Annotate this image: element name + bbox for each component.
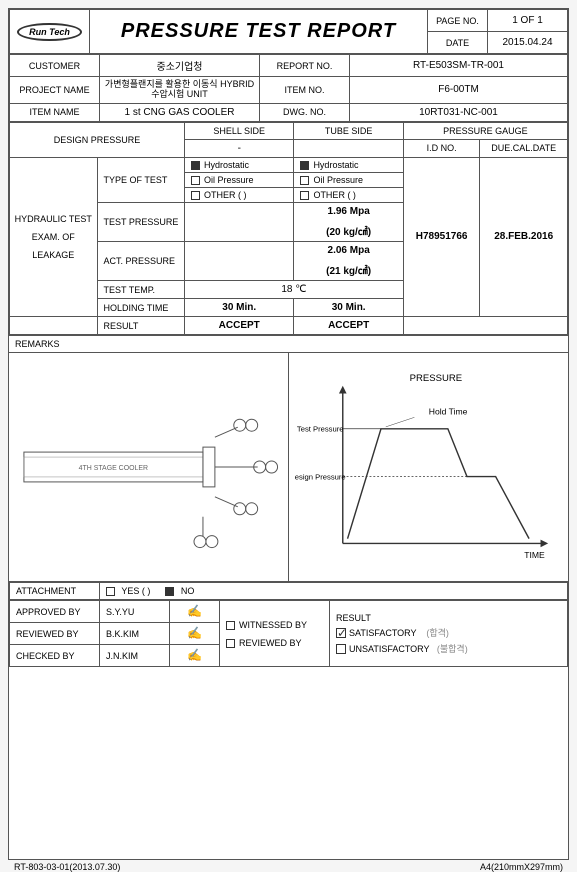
test-pressure-tube1: 1.96 Mpa: [294, 203, 403, 221]
test-pressure-label: TEST PRESSURE: [97, 203, 185, 242]
design-pressure-label: DESIGN PRESSURE: [10, 122, 185, 157]
approved-name: S.Y.YU: [100, 601, 170, 623]
footer-left: RT-803-03-01(2013.07.30): [14, 862, 120, 872]
dwg-no-label: DWG. NO.: [260, 103, 350, 121]
result-shell: ACCEPT: [185, 317, 294, 335]
remarks-title: REMARKS: [9, 335, 568, 352]
approved-label: APPROVED BY: [10, 601, 100, 623]
attachment-yes-label: YES ( ): [121, 586, 150, 596]
svg-text:Design Pressure: Design Pressure: [295, 473, 346, 482]
result-label: RESULT: [97, 317, 185, 335]
footer-right: A4(210mmX297mm): [480, 862, 563, 872]
tube-oil: Oil Pressure: [294, 172, 403, 187]
checked-name: J.N.KIM: [100, 645, 170, 667]
act-pressure-label: ACT. PRESSURE: [97, 242, 185, 281]
attachment-label: ATTACHMENT: [10, 583, 100, 600]
customer-value: 중소기업청: [100, 55, 260, 77]
reviewed-signature: ✍: [170, 623, 220, 645]
gauge-id-value: H78951766: [403, 157, 480, 316]
reviewed-name: B.K.KIM: [100, 623, 170, 645]
attachment-yes-checkbox: [106, 587, 115, 596]
shell-design-value: -: [185, 139, 294, 157]
item-name-value: 1 st CNG GAS COOLER: [100, 103, 260, 121]
report-title: PRESSURE TEST REPORT: [90, 10, 428, 54]
report-no-label: REPORT NO.: [260, 55, 350, 77]
tube-other: OTHER ( ): [294, 188, 403, 203]
holding-time-shell: 30 Min.: [185, 299, 294, 317]
date-value: 2015.04.24: [488, 32, 568, 54]
reviewed-label: REVIEWED BY: [10, 623, 100, 645]
checked-signature: ✍: [170, 645, 220, 667]
equipment-diagram: 4TH STAGE COOLER: [9, 353, 289, 581]
report-no-value: RT-E503SM-TR-001: [350, 55, 568, 77]
witness-review-block: WITNESSED BY REVIEWED BY: [220, 601, 330, 667]
test-temp-value: 18 ℃: [185, 281, 404, 299]
attachment-no-checkbox: [165, 587, 174, 596]
due-cal-label: DUE.CAL.DATE: [480, 139, 568, 157]
test-temp-label: TEST TEMP.: [97, 281, 185, 299]
result-block: RESULT SATISFACTORY (합격) UNSATISFACTORY …: [330, 601, 568, 667]
svg-text:Test Pressure: Test Pressure: [296, 425, 343, 434]
tube-hydrostatic: Hydrostatic: [294, 157, 403, 172]
project-name-label: PROJECT NAME: [10, 77, 100, 104]
attachment-no-label: NO: [181, 586, 195, 596]
dwg-no-value: 10RT031-NC-001: [350, 103, 568, 121]
tube-design-value: [294, 139, 403, 157]
date-label: DATE: [428, 32, 488, 54]
shell-other: OTHER ( ): [185, 188, 294, 203]
svg-text:TIME: TIME: [524, 550, 545, 560]
item-no-value: F6-00TM: [350, 77, 568, 104]
svg-text:PRESSURE: PRESSURE: [409, 373, 462, 384]
tube-side-label: TUBE SIDE: [294, 122, 403, 139]
checked-label: CHECKED BY: [10, 645, 100, 667]
project-name-value: 가변형플랜지를 활용한 이동식 HYBRID 수압시험 UNIT: [100, 77, 260, 104]
item-name-label: ITEM NAME: [10, 103, 100, 121]
svg-text:Hold Time: Hold Time: [428, 407, 467, 417]
id-no-label: I.D NO.: [403, 139, 480, 157]
page-no-value: 1 OF 1: [488, 10, 568, 32]
result-tube: ACCEPT: [294, 317, 403, 335]
equipment-label: 4TH STAGE COOLER: [79, 465, 148, 472]
hydraulic-test-label: HYDRAULIC TEST EXAM. OF LEAKAGE: [10, 157, 98, 316]
act-pressure-tube2: (21 kg/㎠): [294, 259, 403, 281]
logo: Run Tech: [17, 23, 82, 41]
act-pressure-tube1: 2.06 Mpa: [294, 242, 403, 260]
approved-signature: ✍: [170, 601, 220, 623]
shell-hydrostatic: Hydrostatic: [185, 157, 294, 172]
pressure-graph: PRESSURE TIME Test Pressure Design Press…: [289, 353, 569, 581]
item-no-label: ITEM NO.: [260, 77, 350, 104]
shell-side-label: SHELL SIDE: [185, 122, 294, 139]
shell-oil: Oil Pressure: [185, 172, 294, 187]
type-of-test-label: TYPE OF TEST: [97, 157, 185, 202]
gauge-due-value: 28.FEB.2016: [480, 157, 568, 316]
holding-time-label: HOLDING TIME: [97, 299, 185, 317]
test-pressure-tube2: (20 kg/㎠): [294, 220, 403, 242]
holding-time-tube: 30 Min.: [294, 299, 403, 317]
page-no-label: PAGE NO.: [428, 10, 488, 32]
pressure-gauge-label: PRESSURE GAUGE: [403, 122, 567, 139]
customer-label: CUSTOMER: [10, 55, 100, 77]
